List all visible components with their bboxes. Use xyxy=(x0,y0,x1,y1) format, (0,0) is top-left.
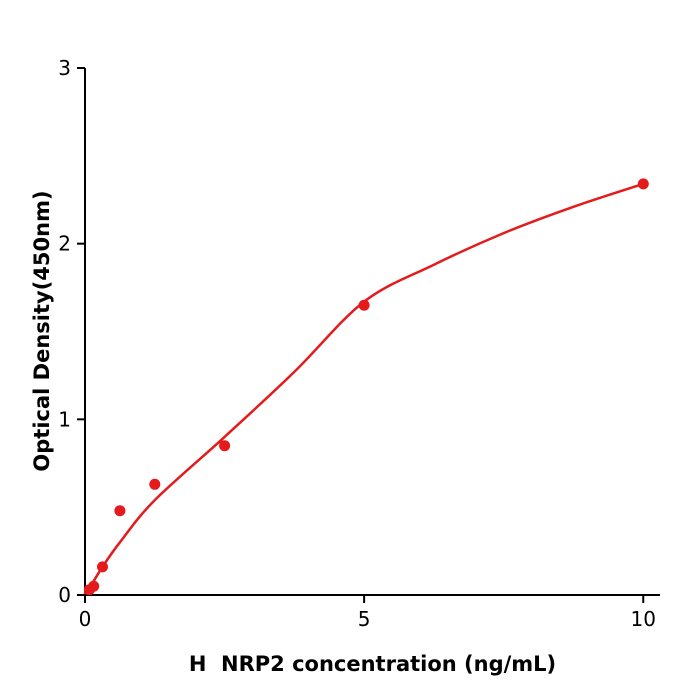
data-point xyxy=(114,505,126,517)
y-axis-title: Optical Density(450nm) xyxy=(30,190,54,472)
fit-curve xyxy=(83,182,645,595)
plot-layer: 0 5 10 0 1 2 3 xyxy=(58,56,660,631)
x-tick-label: 10 xyxy=(631,607,656,631)
x-axis-title: H NRP2 concentration (ng/mL) xyxy=(188,652,557,676)
data-point xyxy=(358,299,370,311)
y-tick-label: 2 xyxy=(58,232,71,256)
x-tick-label: 5 xyxy=(358,607,371,631)
y-tick-label: 1 xyxy=(58,407,71,431)
y-tick-label: 0 xyxy=(58,583,71,607)
data-point xyxy=(88,580,100,592)
data-point xyxy=(97,561,108,573)
y-tick-label: 3 xyxy=(58,56,71,80)
data-point xyxy=(637,178,649,190)
data-point xyxy=(149,478,161,490)
x-tick-label: 0 xyxy=(79,607,92,631)
data-point xyxy=(219,440,231,452)
